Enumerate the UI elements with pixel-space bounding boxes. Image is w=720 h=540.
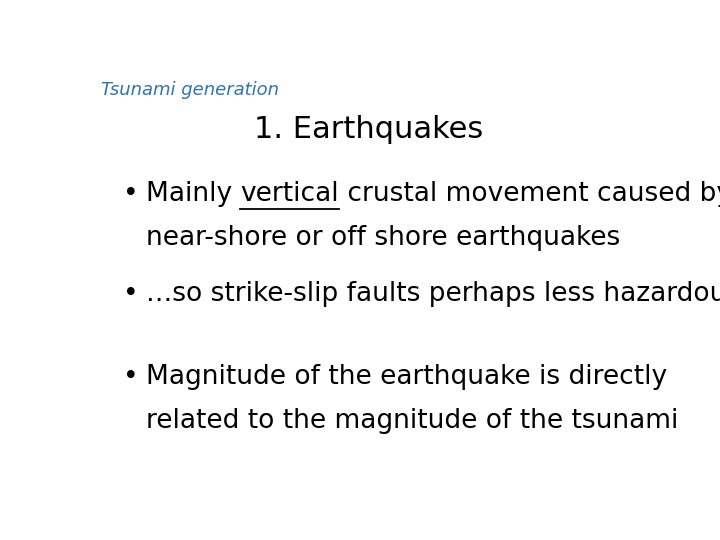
Text: Mainly: Mainly [145,181,240,207]
Text: •: • [124,281,139,307]
Text: Tsunami generation: Tsunami generation [101,82,279,99]
Text: •: • [124,181,139,207]
Text: related to the magnitude of the tsunami: related to the magnitude of the tsunami [145,408,678,434]
Text: near-shore or off shore earthquakes: near-shore or off shore earthquakes [145,225,620,251]
Text: crustal movement caused by: crustal movement caused by [339,181,720,207]
Text: 1. Earthquakes: 1. Earthquakes [254,114,484,144]
Text: …so strike-slip faults perhaps less hazardous…: …so strike-slip faults perhaps less haza… [145,281,720,307]
Text: Magnitude of the earthquake is directly: Magnitude of the earthquake is directly [145,364,667,390]
Text: vertical: vertical [240,181,339,207]
Text: •: • [124,364,139,390]
